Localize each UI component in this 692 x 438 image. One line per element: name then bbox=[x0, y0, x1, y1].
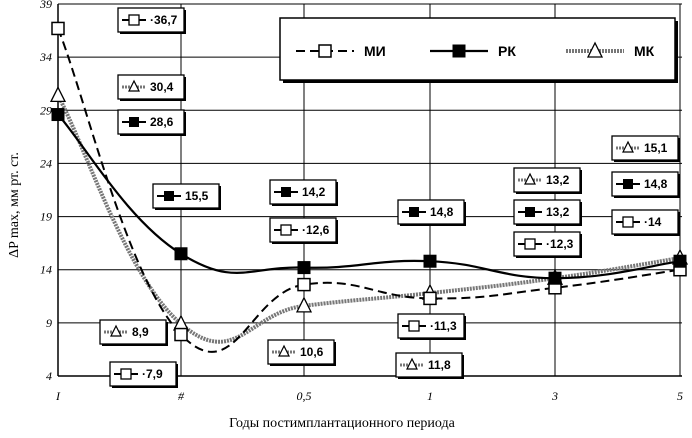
y-tick-label: 29 bbox=[40, 103, 52, 117]
data-label-key-marker bbox=[622, 216, 634, 228]
x-tick-label: # bbox=[178, 389, 185, 403]
data-label-text: 14,2 bbox=[302, 185, 326, 199]
data-point-РК bbox=[174, 247, 188, 261]
data-label-text: ·12,6 bbox=[302, 223, 330, 237]
data-label-text: ·7,9 bbox=[142, 367, 163, 381]
x-tick-label: 5 bbox=[677, 389, 683, 403]
data-label-text: 8,9 bbox=[132, 325, 149, 339]
data-label-РК: 28,6 bbox=[117, 109, 186, 136]
data-label-key-marker bbox=[110, 324, 122, 337]
data-point-РК bbox=[51, 108, 65, 122]
series-layer bbox=[49, 21, 689, 353]
data-label-key-marker bbox=[164, 191, 174, 201]
legend-item-МИ: МИ bbox=[296, 43, 386, 59]
data-label-РК: 14,8 bbox=[611, 171, 680, 198]
legend-label: МК bbox=[634, 43, 655, 59]
data-labels: ·36,7 30,4 28,6 15,5 8,9 ·7,9 14,2 ·12,6 10,6 14,… bbox=[99, 7, 680, 388]
data-label-key-marker bbox=[406, 357, 418, 370]
legend-marker bbox=[452, 44, 466, 58]
x-axis-title: Годы постимплантационного периода bbox=[229, 416, 455, 431]
data-point-МК bbox=[295, 296, 313, 313]
data-label-РК: 13,2 bbox=[513, 199, 582, 226]
y-tick-label: 24 bbox=[40, 156, 52, 170]
legend-marker bbox=[586, 41, 604, 58]
x-tick-label: 3 bbox=[551, 389, 558, 403]
data-label-МИ: ·36,7 bbox=[117, 7, 186, 34]
legend: МИ РК МК bbox=[279, 17, 678, 83]
data-point-РК bbox=[673, 254, 687, 268]
data-label-text: 13,2 bbox=[546, 173, 570, 187]
data-label-МК: 15,1 bbox=[611, 135, 680, 162]
data-point-РК bbox=[548, 271, 562, 285]
data-label-МК: 30,4 bbox=[117, 74, 186, 101]
y-tick-label: 19 bbox=[40, 210, 52, 224]
data-label-key-marker bbox=[281, 187, 291, 197]
x-tick-label: I bbox=[55, 389, 61, 403]
y-tick-label: 9 bbox=[46, 316, 52, 330]
data-label-text: ·14 bbox=[644, 215, 662, 229]
data-label-text: 28,6 bbox=[150, 115, 174, 129]
data-point-МИ bbox=[297, 277, 311, 292]
data-point-МИ bbox=[174, 327, 188, 342]
data-point-МК bbox=[49, 85, 67, 103]
data-label-key-marker bbox=[524, 238, 536, 250]
axes: 4 9 14 19 24 29 34 39 I #0,5 1 3 5 bbox=[39, 0, 683, 403]
data-label-МИ: ·12,6 bbox=[269, 217, 338, 244]
data-label-key-marker bbox=[622, 140, 634, 153]
y-tick-label: 4 bbox=[46, 369, 52, 383]
data-label-МИ: ·12,3 bbox=[513, 231, 582, 258]
data-label-key-marker bbox=[623, 179, 633, 189]
data-label-МИ: ·11,3 bbox=[397, 313, 466, 340]
data-label-text: 14,8 bbox=[430, 205, 454, 219]
data-point-МИ bbox=[51, 21, 65, 36]
data-label-box bbox=[269, 217, 337, 243]
y-tick-label: 34 bbox=[39, 50, 52, 64]
data-label-РК: 14,2 bbox=[269, 179, 338, 206]
data-label-МК: 8,9 bbox=[99, 319, 168, 346]
data-label-key-marker bbox=[525, 207, 535, 217]
data-label-МИ: ·7,9 bbox=[109, 361, 178, 388]
data-label-РК: 14,8 bbox=[397, 199, 466, 226]
data-label-МК: 10,6 bbox=[267, 339, 336, 366]
data-label-text: ·12,3 bbox=[546, 237, 574, 251]
data-label-key-marker bbox=[280, 224, 292, 236]
data-label-text: 10,6 bbox=[300, 345, 324, 359]
data-point-МИ bbox=[423, 291, 437, 306]
x-tick-label: 1 bbox=[427, 389, 433, 403]
data-label-text: 15,5 bbox=[185, 189, 209, 203]
legend-label: РК bbox=[498, 43, 516, 59]
data-label-key-marker bbox=[408, 320, 420, 332]
data-label-text: ·11,3 bbox=[430, 319, 457, 333]
data-label-text: 30,4 bbox=[150, 80, 174, 94]
data-label-text: 15,1 bbox=[644, 141, 668, 155]
data-label-МК: 13,2 bbox=[513, 167, 582, 194]
legend-marker bbox=[318, 44, 332, 58]
data-label-key-marker bbox=[120, 368, 132, 380]
data-label-key-marker bbox=[129, 117, 139, 127]
series-line-РК bbox=[57, 113, 681, 280]
y-axis-title: ΔP max, мм рт. ст. bbox=[7, 152, 22, 258]
x-tick-label: 0,5 bbox=[297, 389, 312, 403]
data-label-text: 14,8 bbox=[644, 177, 668, 191]
data-point-РК bbox=[297, 261, 311, 275]
data-label-РК: 15,5 bbox=[152, 183, 221, 210]
data-label-МК: 11,8 bbox=[395, 352, 464, 379]
data-label-key-marker bbox=[524, 172, 536, 185]
data-label-key-marker bbox=[278, 344, 290, 357]
data-label-box bbox=[99, 319, 167, 345]
data-label-key-marker bbox=[128, 79, 140, 92]
data-label-text: 11,8 bbox=[428, 358, 451, 372]
data-label-key-marker bbox=[128, 14, 140, 26]
data-point-РК bbox=[423, 254, 437, 268]
data-label-text: 13,2 bbox=[546, 205, 570, 219]
data-label-key-marker bbox=[409, 207, 419, 217]
data-label-МИ: ·14 bbox=[611, 209, 680, 236]
data-label-text: ·36,7 bbox=[150, 13, 178, 27]
legend-item-РК: РК bbox=[430, 43, 516, 59]
legend-label: МИ bbox=[364, 43, 386, 59]
y-tick-label: 39 bbox=[39, 0, 52, 11]
legend-item-МК: МК bbox=[566, 41, 655, 59]
y-tick-label: 14 bbox=[40, 263, 52, 277]
